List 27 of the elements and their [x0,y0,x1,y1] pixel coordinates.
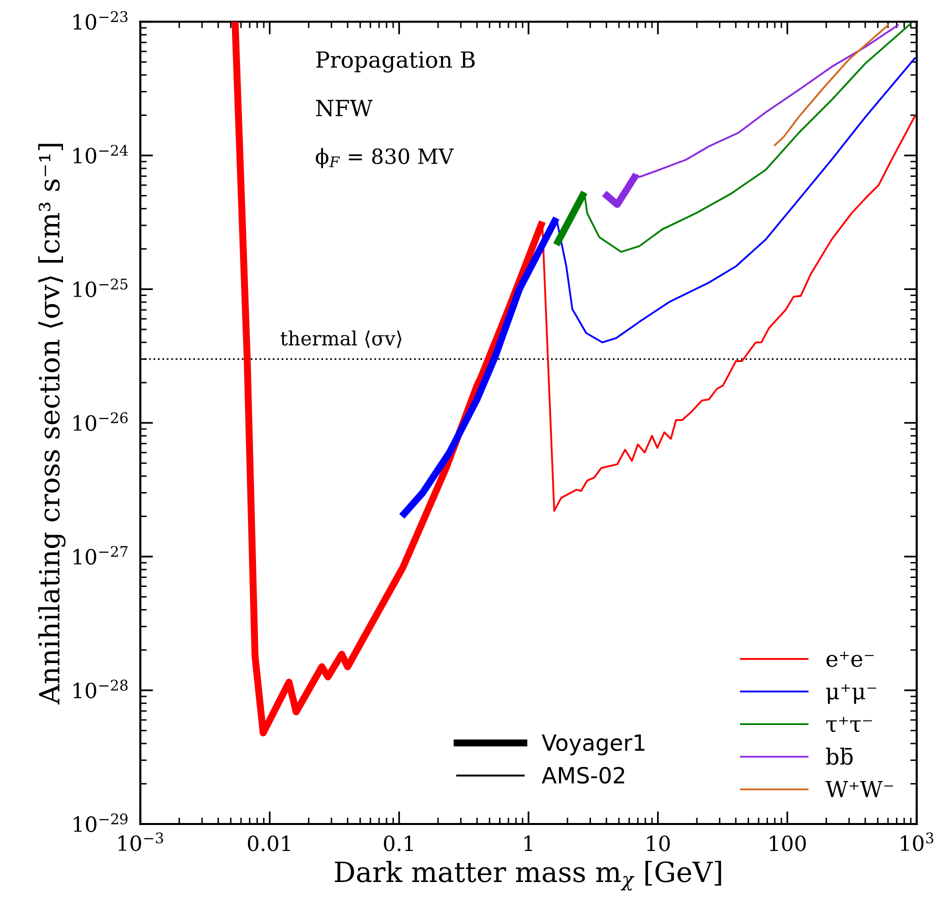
annotation: Voyager1 [542,734,644,756]
y-tick-label: 10$^{−23}$ [74,11,128,30]
x-axis-title: Dark matter mass m$_{χ}$ [GeV] [334,860,722,891]
legend-label: bb̄ [826,748,853,765]
ref-line-label: thermal ⟨σv⟩ [280,330,402,348]
annotation: Propagation B [316,51,475,73]
legend-label: τ⁺τ⁻ [826,716,872,732]
x-tick-label: 10$^{3}$ [900,832,934,852]
y-tick-label: 10$^{−26}$ [74,412,128,431]
y-axis-title: Annihilating cross section ⟨σv⟩ [cm³ s⁻¹] [38,144,66,704]
legend-label: μ⁺μ⁻ [826,684,876,704]
x-tick-label: 0.1 [384,835,413,852]
y-tick-label: 10$^{−27}$ [74,546,128,565]
y-tick-label: 10$^{−28}$ [74,680,128,698]
y-tick-label: 10$^{−24}$ [74,144,128,164]
x-tick-label: 0.01 [248,835,290,852]
legend-label: W⁺W⁻ [825,780,894,798]
x-tick-label: 10$^{−3}$ [118,832,164,852]
y-tick-label: 10$^{−29}$ [74,813,128,832]
x-tick-label: 100 [770,835,806,852]
annotation: NFW [316,100,373,116]
legend-label: e⁺e⁻ [826,652,874,668]
y-tick-label: 10$^{−25}$ [74,278,128,298]
x-tick-label: 1 [524,835,532,851]
annotation: AMS-02 [542,766,624,784]
x-tick-label: 10 [647,835,670,852]
annotation: ϕ$_{F}$ = 830 MV [316,148,454,168]
